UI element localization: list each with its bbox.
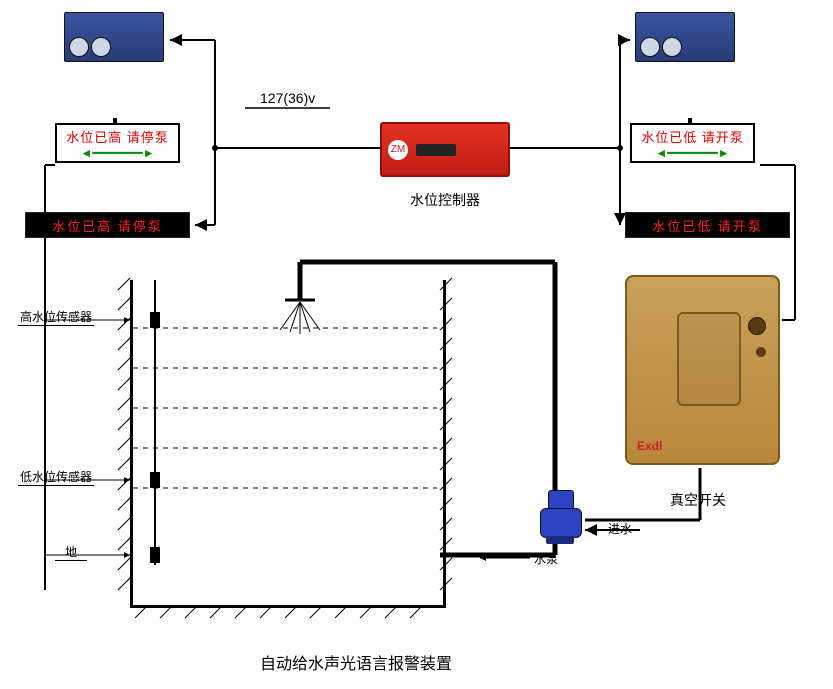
water-level-controller: ZM [380,122,510,177]
controller-label: 水位控制器 [410,190,480,210]
low-level-sensor [150,472,160,488]
inlet-label: 进水 [608,520,632,537]
exdi-label: Exdl [637,439,662,453]
static-display-left: 水位已高 请停泵 ◄━━━━━━━► [55,123,180,163]
high-level-sensor [150,312,160,328]
green-arrow-right: ◄━━━━━━━► [632,146,753,160]
zm-logo-icon: ZM [388,140,408,160]
alarm-box-right [635,12,735,62]
static-display-right: 水位已低 请开泵 ◄━━━━━━━► [630,123,755,163]
ground-sensor [150,547,160,563]
controller-panel [416,144,456,156]
diagram-canvas: 水位已高 请停泵 ◄━━━━━━━► 水位已低 请开泵 ◄━━━━━━━► 水位… [0,0,833,689]
low-sensor-label: 低水位传感器 [18,468,94,486]
led-right-text: 水位已低 请开泵 [652,216,763,235]
pump-label: 水泵 [534,550,558,567]
diagram-title: 自动给水声光语言报警装置 [260,650,452,674]
static-display-left-text: 水位已高 请停泵 [66,127,169,146]
ground-label: 地 [55,543,87,561]
static-display-right-text: 水位已低 请开泵 [641,127,744,146]
green-arrow-left: ◄━━━━━━━► [57,146,178,160]
vacuum-switch-label: 真空开关 [670,490,726,510]
led-left-text: 水位已高 请停泵 [52,216,163,235]
water-pump [540,490,580,545]
led-display-right: 水位已低 请开泵 [625,212,790,238]
alarm-box-left [64,12,164,62]
vacuum-switch: Exdl [625,275,780,465]
voltage-label: 127(36)v [260,90,315,106]
water-tank [130,280,446,608]
high-sensor-label: 高水位传感器 [18,308,94,326]
led-display-left: 水位已高 请停泵 [25,212,190,238]
